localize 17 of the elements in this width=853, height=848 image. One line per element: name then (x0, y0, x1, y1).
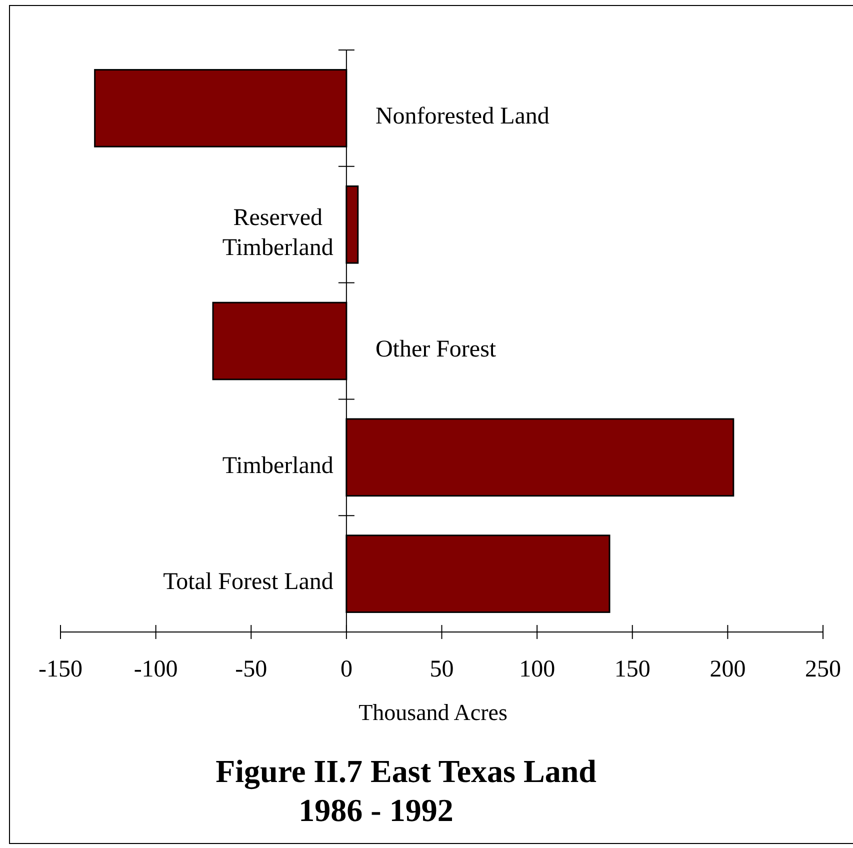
x-tick-label: 100 (519, 656, 556, 682)
x-axis-title: Thousand Acres (358, 700, 508, 726)
text: 1986 - 1992 (298, 792, 454, 828)
text: Figure II.7 East Texas Land (216, 753, 597, 790)
x-tick-label: 150 (614, 656, 650, 682)
y-tick-label: Other Forest (375, 336, 496, 362)
x-tick-label: 0 (340, 656, 352, 682)
x-tick-label: 50 (430, 656, 454, 682)
x-tick-label: 250 (805, 656, 841, 682)
x-tick-label: -150 (38, 656, 82, 682)
y-tick-label: Timberland (222, 452, 334, 479)
y-tick-label: Total Forest Land (163, 569, 334, 596)
y-tick-label: Nonforested Land (375, 104, 550, 130)
x-tick-label: 200 (710, 656, 746, 682)
x-tick-label: -50 (235, 656, 268, 682)
x-tick-label: -100 (134, 656, 178, 682)
y-tick-label: Reserved Timberland (222, 205, 334, 261)
